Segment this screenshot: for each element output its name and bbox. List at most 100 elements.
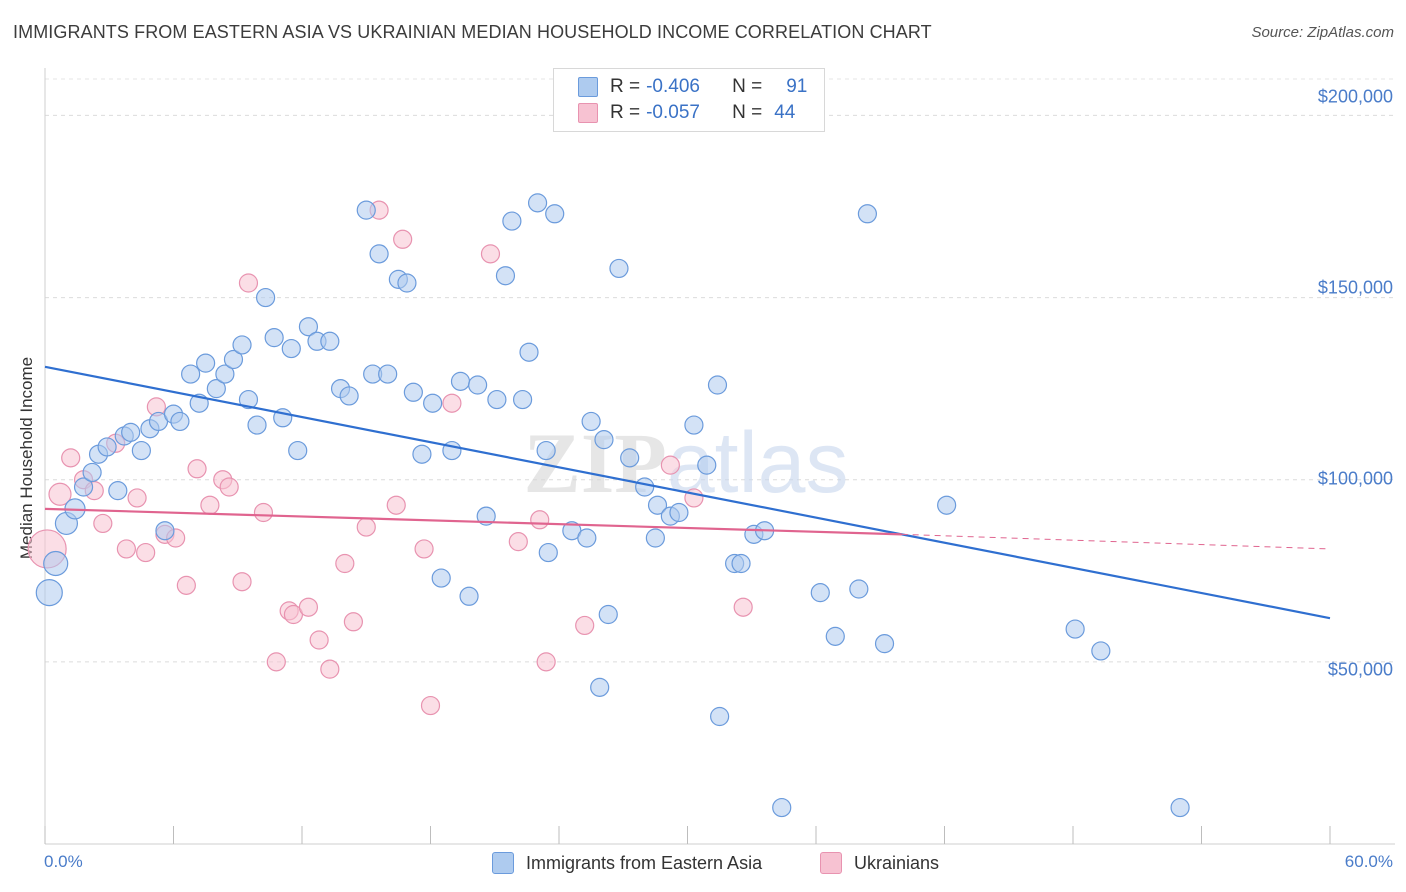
stats-row-eastern-asia: R = -0.406 N = 91 <box>578 75 807 99</box>
legend-label: Ukrainians <box>854 852 940 873</box>
r-value: -0.406 <box>646 76 700 97</box>
data-point <box>669 502 689 523</box>
data-point <box>403 382 423 402</box>
data-point <box>238 389 259 410</box>
data-point <box>937 495 957 515</box>
data-point <box>575 615 595 636</box>
stats-legend: R = -0.406 N = 91 R = -0.057 N = 44 <box>553 68 825 132</box>
data-point <box>397 273 417 293</box>
data-point <box>874 634 895 654</box>
data-point <box>200 495 220 515</box>
x-axis-max-label: 60.0% <box>1344 852 1393 871</box>
data-point <box>710 706 730 727</box>
data-point <box>495 266 516 286</box>
data-point <box>594 430 614 450</box>
data-point <box>731 553 751 574</box>
data-point <box>468 375 488 395</box>
trend-line-ukrainians-extension <box>901 533 1331 550</box>
data-point <box>43 550 69 577</box>
series-legend: Immigrants from Eastern Asia Ukrainians <box>0 852 1406 878</box>
data-point <box>536 440 556 461</box>
data-point <box>232 335 252 355</box>
data-point <box>196 353 216 373</box>
data-point <box>378 364 398 384</box>
data-point <box>502 211 522 231</box>
trend-line-ukrainians <box>44 507 902 536</box>
legend-item-ukrainians[interactable]: Ukrainians <box>820 852 939 874</box>
data-point <box>97 437 117 457</box>
data-point <box>131 440 151 461</box>
data-point <box>480 244 501 264</box>
data-point <box>536 652 556 672</box>
data-point <box>253 502 274 523</box>
data-point <box>61 448 81 468</box>
data-point <box>476 506 496 526</box>
data-point <box>423 393 443 413</box>
legend-item-eastern-asia[interactable]: Immigrants from Eastern Asia <box>492 852 762 874</box>
data-point <box>181 364 201 384</box>
data-point <box>35 579 63 607</box>
data-point <box>849 579 869 599</box>
data-point <box>93 513 113 534</box>
n-label: N = <box>732 102 763 123</box>
r-label: R = <box>610 102 641 123</box>
stats-row-ukrainians: R = -0.057 N = 44 <box>578 101 795 125</box>
x-axis-min-label: 0.0% <box>44 852 83 871</box>
n-value: 91 <box>786 76 808 97</box>
r-value: -0.057 <box>646 102 700 123</box>
data-point <box>121 422 141 442</box>
y-tick-label: $50,000 <box>1327 659 1393 680</box>
data-point <box>512 389 533 410</box>
data-point <box>647 495 668 515</box>
data-point <box>609 258 629 279</box>
data-point <box>459 586 479 606</box>
y-tick-label: $200,000 <box>1317 86 1393 107</box>
data-point <box>530 510 550 530</box>
data-point <box>431 568 451 588</box>
data-point <box>810 583 830 603</box>
data-point <box>82 462 102 483</box>
data-point <box>645 528 665 548</box>
data-point <box>772 797 792 818</box>
data-point <box>386 495 406 515</box>
data-point <box>450 371 471 391</box>
data-point <box>420 695 441 716</box>
data-point <box>320 659 340 679</box>
data-point <box>545 204 565 224</box>
data-point <box>598 604 618 625</box>
data-point <box>620 448 640 468</box>
data-point <box>825 626 845 646</box>
data-point <box>577 528 597 548</box>
data-point <box>538 542 558 563</box>
y-tick-label: $150,000 <box>1317 277 1393 298</box>
data-point <box>187 459 207 479</box>
data-point <box>281 338 301 359</box>
blue-swatch <box>492 852 514 874</box>
data-point <box>519 342 539 362</box>
data-point <box>487 389 507 410</box>
pink-swatch <box>578 103 598 123</box>
data-point <box>266 652 286 672</box>
data-point <box>136 542 156 563</box>
data-point <box>590 677 610 697</box>
trend-line-eastern-asia <box>44 365 1331 620</box>
data-point <box>339 386 359 406</box>
data-point <box>298 597 319 617</box>
data-point <box>335 553 355 574</box>
data-point <box>309 630 329 650</box>
data-point <box>176 575 196 595</box>
data-point <box>73 477 94 497</box>
blue-swatch <box>578 77 598 97</box>
data-point <box>697 455 717 475</box>
data-point <box>1065 619 1085 639</box>
data-point <box>219 477 239 497</box>
eastern-asia-points <box>35 193 1190 818</box>
r-label: R = <box>610 76 641 97</box>
data-point <box>288 440 308 461</box>
x-axis <box>44 68 1395 845</box>
data-point <box>581 411 601 432</box>
data-point <box>412 444 432 464</box>
data-point <box>264 328 284 348</box>
source-credit: Source: ZipAtlas.com <box>1251 24 1394 41</box>
